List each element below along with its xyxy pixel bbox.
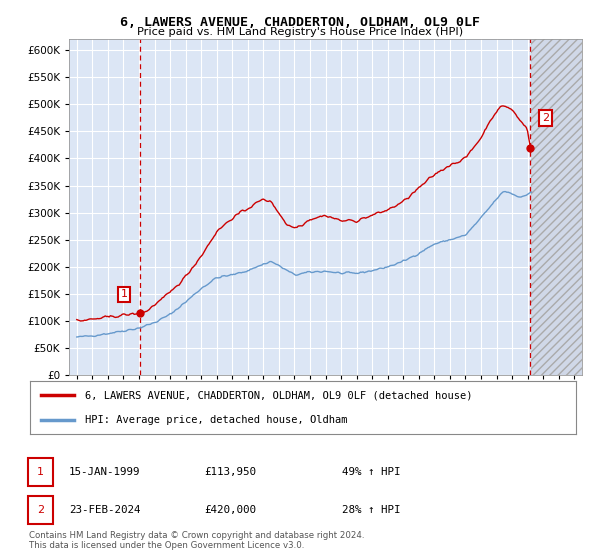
Bar bbox=[532, 39, 582, 375]
Text: HPI: Average price, detached house, Oldham: HPI: Average price, detached house, Oldh… bbox=[85, 414, 347, 424]
Text: 1: 1 bbox=[121, 290, 128, 300]
Text: Contains HM Land Registry data © Crown copyright and database right 2024.
This d: Contains HM Land Registry data © Crown c… bbox=[29, 530, 364, 550]
Text: 49% ↑ HPI: 49% ↑ HPI bbox=[342, 466, 401, 477]
Text: 23-FEB-2024: 23-FEB-2024 bbox=[69, 505, 140, 515]
Text: 2: 2 bbox=[37, 505, 44, 515]
Text: 6, LAWERS AVENUE, CHADDERTON, OLDHAM, OL9 0LF: 6, LAWERS AVENUE, CHADDERTON, OLDHAM, OL… bbox=[120, 16, 480, 29]
Text: 6, LAWERS AVENUE, CHADDERTON, OLDHAM, OL9 0LF (detached house): 6, LAWERS AVENUE, CHADDERTON, OLDHAM, OL… bbox=[85, 390, 472, 400]
Text: 2: 2 bbox=[542, 113, 549, 123]
Text: Price paid vs. HM Land Registry's House Price Index (HPI): Price paid vs. HM Land Registry's House … bbox=[137, 27, 463, 37]
Text: 1: 1 bbox=[37, 466, 44, 477]
Text: 15-JAN-1999: 15-JAN-1999 bbox=[69, 466, 140, 477]
Text: £420,000: £420,000 bbox=[204, 505, 256, 515]
Text: 28% ↑ HPI: 28% ↑ HPI bbox=[342, 505, 401, 515]
Text: £113,950: £113,950 bbox=[204, 466, 256, 477]
